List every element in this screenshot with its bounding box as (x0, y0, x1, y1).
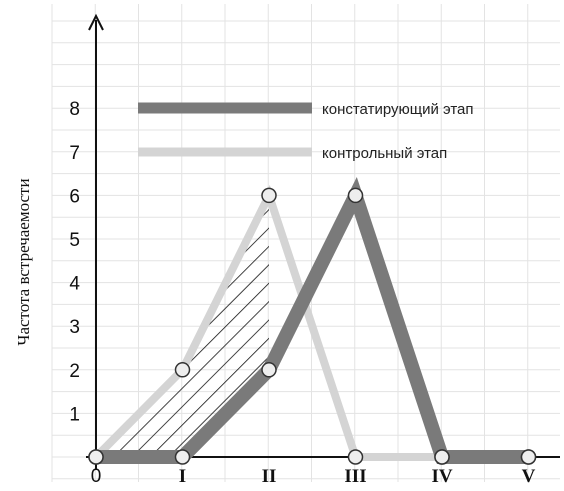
data-point-series-2 (520, 449, 537, 465)
data-point-series-2 (261, 187, 277, 204)
series-lines (93, 177, 529, 464)
legend-label-2: контрольный этап (322, 145, 447, 162)
data-point-series-1 (174, 449, 191, 465)
data-point-series-2 (434, 449, 450, 465)
legend: констатирующий этап контрольный этап (138, 101, 474, 162)
data-point-series-2 (347, 449, 364, 465)
y-tick-label: 7 (69, 143, 80, 164)
y-tick-label: 5 (69, 230, 80, 251)
markers (88, 187, 537, 465)
y-tick-label: 4 (69, 274, 80, 295)
x-tick-label: IV (431, 466, 452, 487)
legend-label-1: констатирующий этап (322, 101, 474, 118)
y-tick-label: 8 (69, 99, 80, 120)
hatched-region (96, 195, 269, 457)
y-axis-arrow (88, 13, 104, 31)
hatched-area (96, 195, 269, 457)
grid (51, 4, 560, 482)
x-tick-label: I (179, 466, 186, 487)
x-tick-label: II (262, 466, 277, 487)
data-point-series-2 (174, 362, 191, 378)
series-line-1 (96, 177, 529, 464)
data-point-series-1 (347, 187, 364, 204)
y-tick-label: 2 (69, 361, 80, 382)
y-tick-label: 3 (69, 317, 80, 338)
data-point-series-1 (261, 362, 277, 378)
data-point-series-2 (88, 449, 104, 465)
x-tick-label: V (522, 466, 536, 487)
x-tick-label: III (344, 466, 366, 487)
y-tick-label: 1 (69, 404, 80, 425)
y-tick-label: 6 (69, 186, 80, 207)
y-axis-label: Частота встречаемости (14, 178, 33, 345)
x-tick-label: 0 (91, 466, 102, 487)
